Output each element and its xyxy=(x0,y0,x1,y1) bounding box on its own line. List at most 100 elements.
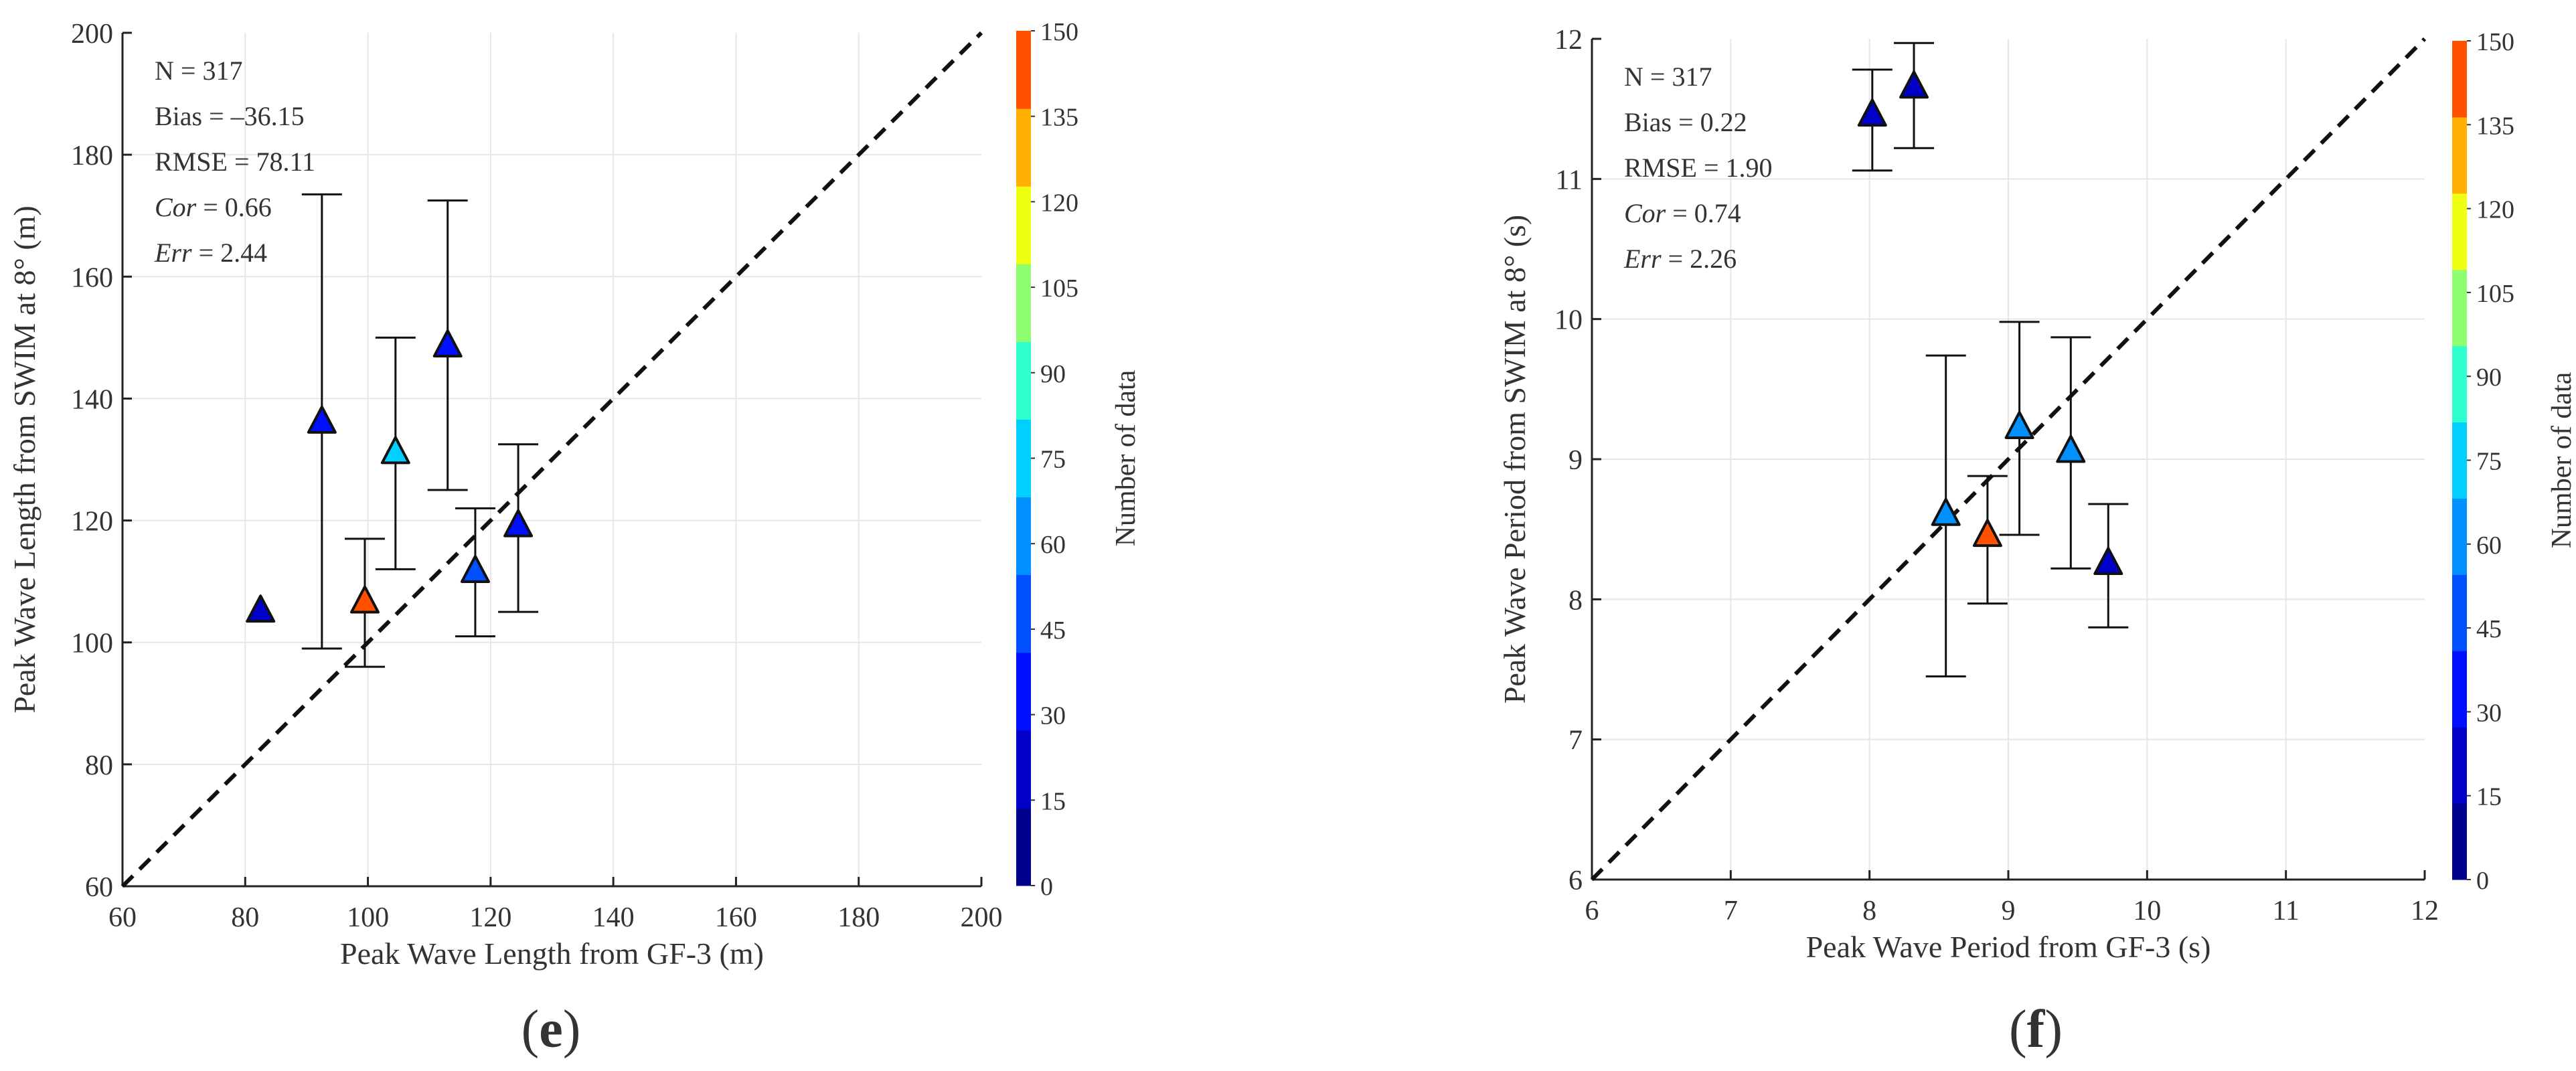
data-point xyxy=(503,509,534,538)
data-point xyxy=(432,329,463,358)
y-tick-label: 80 xyxy=(85,750,113,781)
y-tick-label: 12 xyxy=(1554,25,1583,56)
colorbar-tick-label: 105 xyxy=(2476,280,2514,308)
x-tick-label: 7 xyxy=(1724,896,1738,926)
y-tick-label: 8 xyxy=(1568,585,1583,616)
panel-label-letter: f xyxy=(2027,1000,2046,1059)
stat-value: = 2.44 xyxy=(192,238,268,268)
panel-label-letter: e xyxy=(539,1000,563,1059)
data-point xyxy=(1899,70,1929,99)
colorbar-label: Number of data xyxy=(2547,372,2576,548)
stat-label: Err xyxy=(1623,244,1662,274)
stat-label: Bias xyxy=(1624,107,1672,137)
y-tick-label: 10 xyxy=(1554,305,1583,336)
colorbar-tick-label: 120 xyxy=(1040,189,1078,217)
colorbar-bin xyxy=(2452,345,2467,423)
y-axis-label: Peak Wave Length from SWIM at 8° (m) xyxy=(7,205,42,714)
y-tick-label: 140 xyxy=(71,384,113,415)
stat-n: N = 317 xyxy=(1624,62,1712,92)
stat-value: = 1.90 xyxy=(1697,153,1773,183)
stat-label: Err xyxy=(154,238,192,268)
colorbar-bin xyxy=(2452,727,2467,804)
stat-label: Bias xyxy=(155,101,202,131)
y-tick-label: 180 xyxy=(71,141,113,171)
x-axis-label: Peak Wave Length from GF-3 (m) xyxy=(340,936,764,971)
stat-value: = –36.15 xyxy=(202,101,305,131)
colorbar-bin xyxy=(2452,269,2467,347)
x-axis-label: Peak Wave Period from GF-3 (s) xyxy=(1806,930,2211,964)
stat-label: RMSE xyxy=(155,147,228,177)
x-tick-label: 160 xyxy=(715,902,757,933)
colorbar-bin xyxy=(2452,803,2467,880)
colorbar-bin xyxy=(2452,422,2467,499)
y-tick-label: 120 xyxy=(71,507,113,538)
stat-value: = 0.66 xyxy=(196,192,272,222)
stat-value: = 317 xyxy=(1643,62,1712,92)
colorbar-tick-label: 105 xyxy=(1040,274,1078,303)
reference-line-1to1 xyxy=(120,31,983,888)
colorbar-bin xyxy=(1016,341,1031,420)
colorbar-bin xyxy=(1016,730,1031,809)
colorbar-bin xyxy=(1016,807,1031,886)
colorbar-tick-label: 15 xyxy=(1040,787,1066,815)
colorbar-bin xyxy=(1016,264,1031,342)
y-tick-label: 9 xyxy=(1568,445,1583,476)
stat-bias: Bias = –36.15 xyxy=(155,101,305,131)
colorbar-tick-label: 90 xyxy=(2476,363,2502,392)
colorbar-tick-label: 45 xyxy=(1040,616,1066,645)
colorbar-tick-label: 0 xyxy=(2476,867,2489,895)
colorbar-tick-label: 75 xyxy=(2476,448,2502,476)
data-point xyxy=(1972,519,2002,548)
panel-f: 6 7 8 9 10 11 12 6 7 8 9 10 11 12 N = 317 Bias = 0.22 RM… xyxy=(1498,25,2576,1059)
colorbar-bin xyxy=(2452,498,2467,575)
colorbar-bin xyxy=(1016,108,1031,187)
data-point xyxy=(2093,547,2123,575)
data-point xyxy=(349,585,380,614)
data-point xyxy=(2056,434,2086,463)
stat-value: = 78.11 xyxy=(228,147,315,177)
colorbar-tick-label: 30 xyxy=(2476,699,2502,727)
stat-value: = 317 xyxy=(174,56,243,86)
x-tick-label: 180 xyxy=(837,902,880,933)
x-tick-label: 11 xyxy=(2272,896,2299,926)
x-tick-label: 60 xyxy=(108,902,137,933)
stat-n: N = 317 xyxy=(155,56,242,86)
colorbar-bin xyxy=(1016,186,1031,264)
y-tick-label: 7 xyxy=(1568,726,1583,756)
data-point xyxy=(460,554,490,583)
colorbar-bin xyxy=(1016,652,1031,731)
colorbar-tick-label: 150 xyxy=(1040,18,1078,46)
colorbar-tick-label: 60 xyxy=(1040,531,1066,559)
stat-label: Cor xyxy=(1624,198,1666,228)
data-point xyxy=(380,436,410,465)
colorbar-bin xyxy=(1016,419,1031,498)
colorbar-bin xyxy=(2452,193,2467,270)
x-tick-label: 10 xyxy=(2133,896,2161,926)
stat-value: = 0.22 xyxy=(1672,107,1747,137)
panel-label-paren: ( xyxy=(521,1000,540,1059)
x-tick-label: 6 xyxy=(1585,896,1599,926)
stat-rmse: RMSE = 1.90 xyxy=(1624,153,1773,183)
panel-label: (f) xyxy=(2009,1000,2063,1059)
stat-value: = 0.74 xyxy=(1666,198,1741,228)
y-tick-label: 6 xyxy=(1568,866,1583,896)
stat-label: N xyxy=(1624,62,1643,92)
data-point xyxy=(246,594,276,623)
stat-label: Cor xyxy=(155,192,197,222)
stat-err: Err = 2.26 xyxy=(1623,244,1737,274)
colorbar-tick-label: 135 xyxy=(2476,112,2514,140)
colorbar-bin xyxy=(2452,41,2467,118)
x-tick-label: 100 xyxy=(347,902,389,933)
data-point xyxy=(2004,410,2034,439)
panel-e: 60 80 100 120 140 160 180 200 60 80 100 120 140 160 18… xyxy=(7,18,1141,1059)
y-tick-label: 200 xyxy=(71,19,113,50)
y-tick-label: 60 xyxy=(85,872,113,903)
x-tick-label: 80 xyxy=(231,902,259,933)
panel-label-paren: ( xyxy=(2009,1000,2027,1059)
panel-label-paren: ) xyxy=(563,1000,581,1059)
stat-value: = 2.26 xyxy=(1662,244,1737,274)
data-point xyxy=(1857,98,1887,127)
colorbar-tick-label: 60 xyxy=(2476,531,2502,560)
colorbar-label: Number of data xyxy=(1111,369,1141,546)
